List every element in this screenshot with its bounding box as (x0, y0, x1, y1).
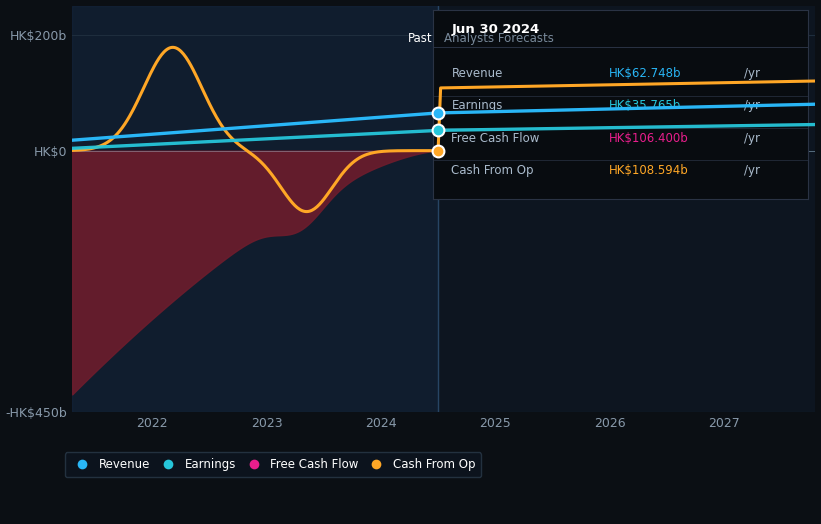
Bar (72, 6, 438, 412)
Legend: Revenue, Earnings, Free Cash Flow, Cash From Op: Revenue, Earnings, Free Cash Flow, Cash … (65, 452, 481, 477)
Text: Analysts Forecasts: Analysts Forecasts (444, 31, 553, 45)
Text: Past: Past (408, 31, 433, 45)
